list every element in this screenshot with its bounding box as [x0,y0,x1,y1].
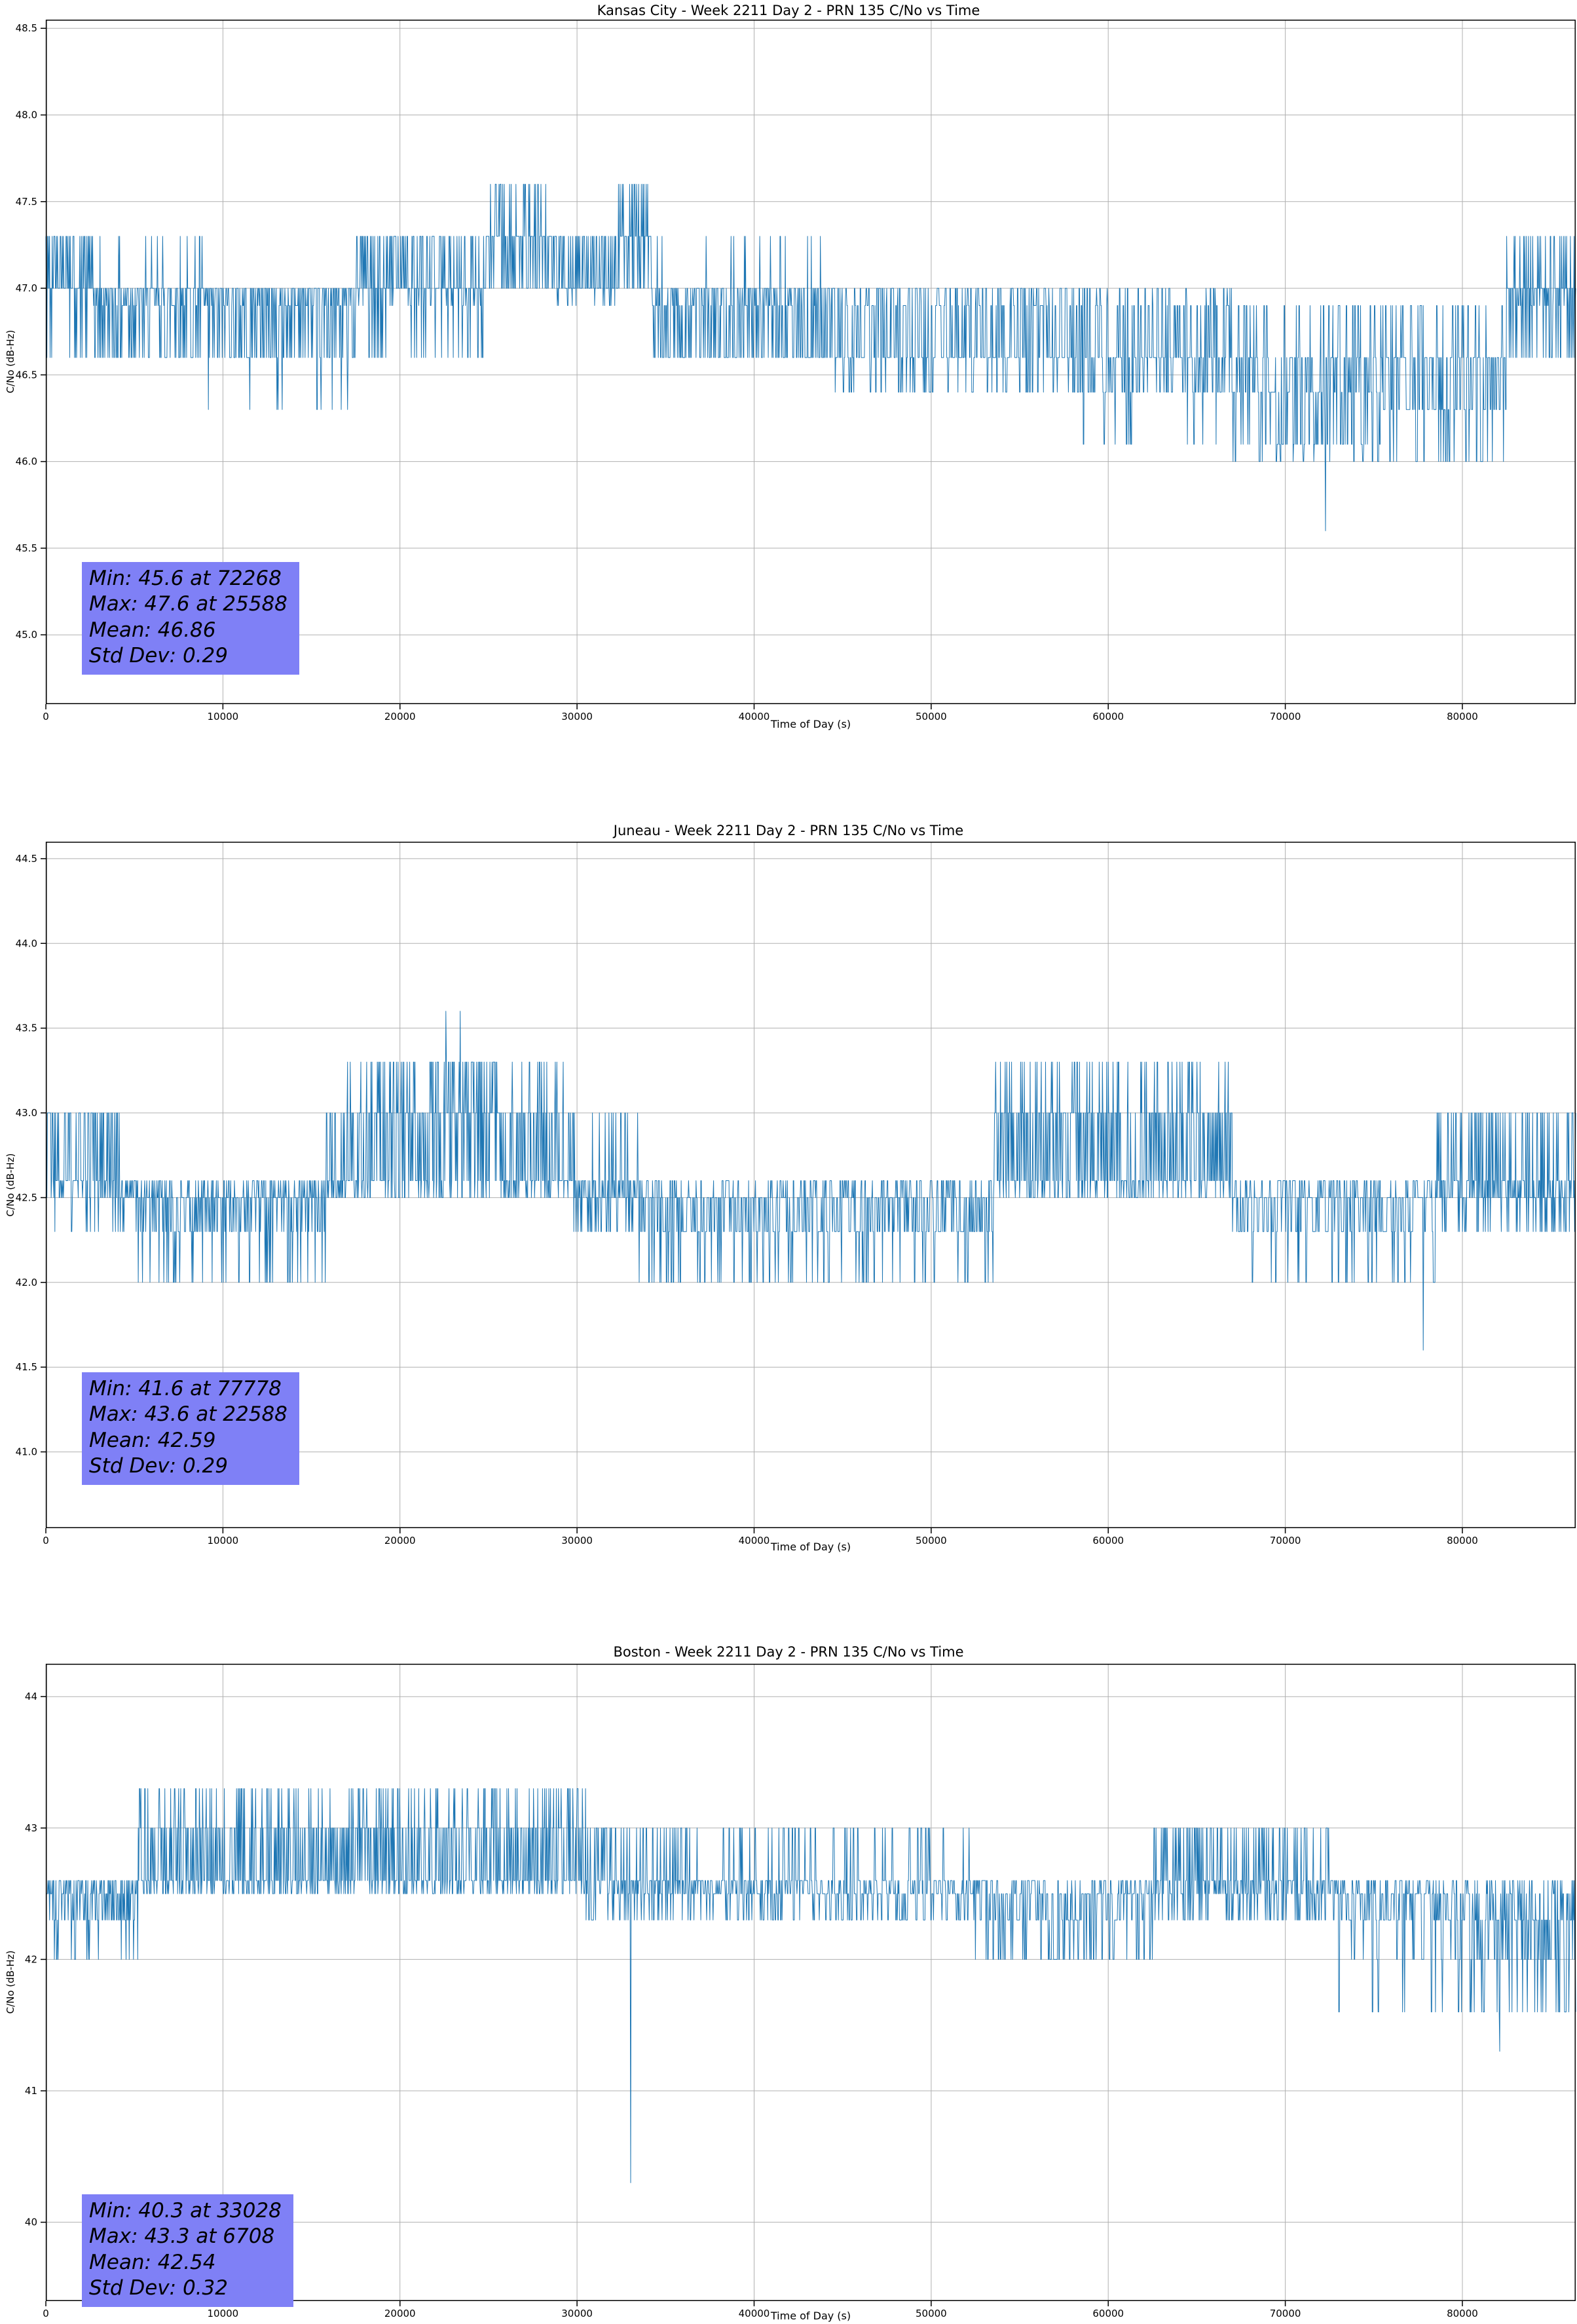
svg-text:30000: 30000 [561,711,593,722]
svg-text:43.0: 43.0 [16,1107,37,1119]
svg-text:47.5: 47.5 [16,196,37,208]
stat-stddev: Std Dev: 0.29 [89,644,228,668]
svg-text:40: 40 [25,2217,37,2228]
chart-title-kansas-city: Kansas City - Week 2211 Day 2 - PRN 135 … [597,3,980,18]
svg-text:44: 44 [25,1691,37,1702]
svg-text:20000: 20000 [384,2308,416,2319]
svg-text:45.5: 45.5 [16,542,37,554]
svg-text:20000: 20000 [384,711,416,722]
stat-max: Max: 47.6 at 25588 [89,592,288,616]
x-axis-label-juneau: Time of Day (s) [770,1541,851,1553]
stats-annotation-kansas-city: Min: 45.6 at 72268 Max: 47.6 at 25588 Me… [82,562,299,675]
stat-min: Min: 45.6 at 72268 [89,567,282,590]
svg-text:40000: 40000 [739,1535,770,1546]
svg-text:30000: 30000 [561,2308,593,2319]
stats-annotation-juneau: Min: 41.6 at 77778 Max: 43.6 at 22588 Me… [82,1372,299,1486]
svg-text:60000: 60000 [1092,1535,1124,1546]
stat-stddev: Std Dev: 0.32 [89,2276,228,2300]
y-axis-label-boston: C/No (dB-Hz) [5,1950,16,2014]
svg-text:50000: 50000 [916,2308,947,2319]
svg-text:42.5: 42.5 [16,1191,37,1203]
stat-min: Min: 40.3 at 33028 [89,2199,282,2222]
svg-text:80000: 80000 [1447,1535,1478,1546]
svg-text:80000: 80000 [1447,711,1478,722]
svg-text:10000: 10000 [208,711,239,722]
svg-text:60000: 60000 [1092,2308,1124,2319]
plot-area-juneau: 0 10000 20000 30000 40000 50000 60000 70000 8000… [16,842,1576,1546]
svg-text:44.0: 44.0 [16,937,37,949]
svg-text:70000: 70000 [1270,2308,1301,2319]
svg-text:10000: 10000 [208,1535,239,1546]
stat-mean: Mean: 46.86 [89,618,216,642]
svg-text:42: 42 [25,1953,37,1965]
svg-text:48.0: 48.0 [16,109,37,121]
stat-mean: Mean: 42.54 [89,2250,216,2274]
svg-text:47.0: 47.0 [16,282,37,294]
svg-text:46.0: 46.0 [16,456,37,468]
svg-text:60000: 60000 [1092,711,1124,722]
stat-mean: Mean: 42.59 [89,1428,216,1452]
svg-text:0: 0 [43,2308,49,2319]
chart-title-boston: Boston - Week 2211 Day 2 - PRN 135 C/No … [613,1644,964,1660]
svg-text:40000: 40000 [739,2308,770,2319]
stat-min: Min: 41.6 at 77778 [89,1377,282,1400]
svg-text:80000: 80000 [1447,2308,1478,2319]
svg-text:41: 41 [25,2085,37,2097]
svg-text:70000: 70000 [1270,711,1301,722]
stat-max: Max: 43.6 at 22588 [89,1402,288,1427]
svg-text:0: 0 [43,1535,49,1546]
svg-text:40000: 40000 [739,711,770,722]
svg-text:50000: 50000 [916,711,947,722]
stat-stddev: Std Dev: 0.29 [89,1454,228,1478]
svg-text:43.5: 43.5 [16,1022,37,1034]
x-axis-label-kansas-city: Time of Day (s) [770,718,851,730]
svg-text:41.0: 41.0 [16,1446,37,1458]
svg-text:42.0: 42.0 [16,1277,37,1288]
svg-text:20000: 20000 [384,1535,416,1546]
chart-title-juneau: Juneau - Week 2211 Day 2 - PRN 135 C/No … [613,823,964,838]
svg-text:43: 43 [25,1822,37,1834]
svg-text:10000: 10000 [208,2308,239,2319]
x-axis-label-boston: Time of Day (s) [770,2310,851,2322]
svg-text:44.5: 44.5 [16,853,37,865]
svg-text:45.0: 45.0 [16,629,37,641]
svg-text:0: 0 [43,711,49,722]
svg-text:41.5: 41.5 [16,1361,37,1373]
svg-text:50000: 50000 [916,1535,947,1546]
y-axis-label-juneau: C/No (dB-Hz) [5,1153,16,1217]
plot-area-boston: 0 10000 20000 30000 40000 50000 60000 70000 8000… [25,1664,1576,2319]
stat-max: Max: 43.3 at 6708 [89,2224,275,2249]
plot-area-kansas-city: 0 10000 20000 30000 40000 50000 60000 70000 8000… [16,20,1576,722]
svg-text:70000: 70000 [1270,1535,1301,1546]
svg-text:48.5: 48.5 [16,22,37,34]
svg-text:46.5: 46.5 [16,369,37,381]
svg-text:30000: 30000 [561,1535,593,1546]
y-axis-label-kansas-city: C/No (dB-Hz) [5,329,16,394]
stats-annotation-boston: Min: 40.3 at 33028 Max: 43.3 at 6708 Mea… [82,2194,293,2308]
